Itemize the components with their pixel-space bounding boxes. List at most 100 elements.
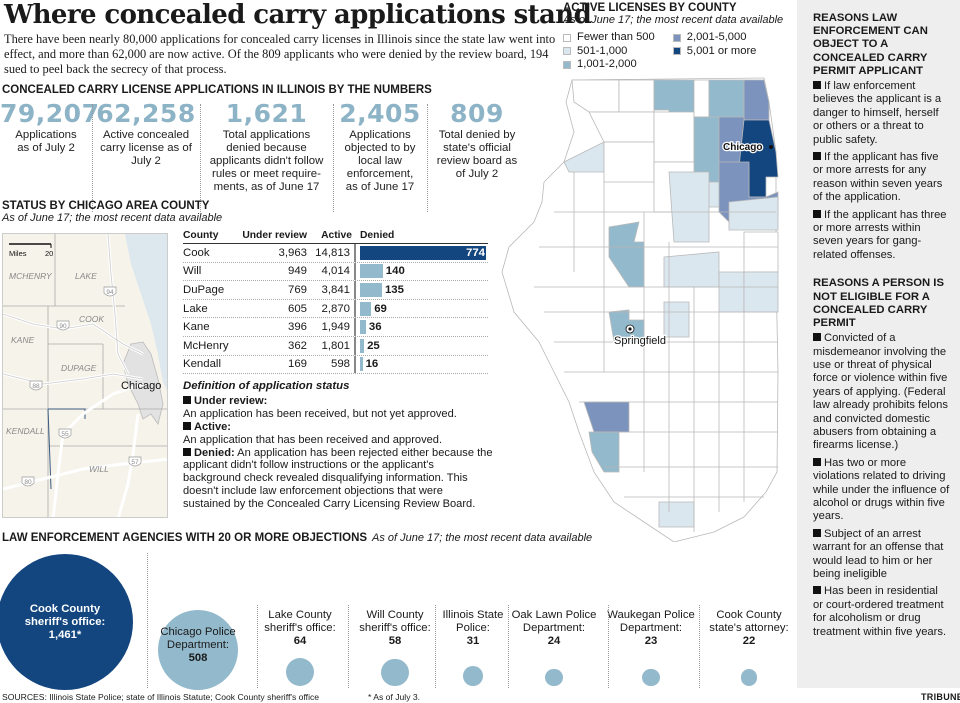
cell-under-review: 769 bbox=[287, 283, 307, 296]
scale-value: 20 bbox=[45, 249, 53, 258]
agency-label: Illinois State Police: 31 bbox=[427, 609, 519, 648]
agency-name: Lake County sheriff's office: bbox=[264, 609, 336, 634]
agency-count: 22 bbox=[742, 635, 756, 647]
legend-item: 5,001 or more bbox=[672, 44, 757, 59]
legend-swatch bbox=[563, 33, 571, 42]
table-row: Kane 396 1,949 36 bbox=[183, 318, 488, 337]
cell-active: 2,870 bbox=[311, 299, 356, 318]
stat-label: Applications objected to by local law en… bbox=[344, 129, 416, 193]
agency-name: Waukegan Police Department: bbox=[607, 609, 695, 634]
agency-label: Waukegan Police Department: 23 bbox=[605, 609, 697, 648]
intro-text: There have been nearly 80,000 applicatio… bbox=[4, 32, 556, 76]
col-county: County bbox=[183, 230, 219, 241]
agency-label: Chicago Police Department: 508 bbox=[152, 626, 244, 665]
sidebar-item: If law enforcement believes the applican… bbox=[813, 80, 942, 146]
agency-name: Cook County sheriff's office: bbox=[24, 603, 106, 628]
denied-value: 25 bbox=[367, 339, 380, 352]
table-body: Cook 3,963 14,813 774 Will 949 4,014 140 DuPage 7… bbox=[183, 244, 488, 375]
denied-bar bbox=[360, 320, 366, 335]
cell-county: Kendall bbox=[183, 358, 221, 371]
agency-bubble bbox=[157, 609, 239, 691]
stat-label: Applications as of July 2 bbox=[15, 129, 77, 154]
cell-denied: 140 bbox=[356, 263, 488, 281]
active-licenses-subtitle: As of June 17; the most recent data avai… bbox=[563, 14, 784, 26]
cell-denied: 774 bbox=[356, 244, 488, 262]
denied-bar bbox=[360, 264, 383, 279]
kendall-will-border bbox=[48, 408, 86, 419]
legend-item: 501-1,000 bbox=[563, 45, 655, 59]
agency-bubble bbox=[642, 668, 660, 686]
denied-value: 135 bbox=[384, 283, 404, 296]
agencies-subtitle: As of June 17; the most recent data avai… bbox=[372, 532, 593, 544]
cell-under-review: 605 bbox=[287, 302, 307, 315]
cell-active: 4,014 bbox=[311, 262, 356, 281]
county-borders bbox=[3, 234, 167, 517]
table-row: Lake 605 2,870 69 bbox=[183, 299, 488, 319]
county-macon bbox=[663, 301, 690, 338]
divider bbox=[257, 605, 258, 688]
divider bbox=[699, 605, 700, 688]
highway-shield-94: 94 bbox=[103, 286, 117, 297]
chicago-marker: Chicago bbox=[722, 141, 773, 154]
denied-bar bbox=[360, 338, 365, 353]
agency-name: Illinois State Police: bbox=[442, 609, 504, 634]
cell-county: Lake bbox=[183, 302, 208, 315]
col-denied: Denied bbox=[360, 230, 395, 241]
legend-swatch bbox=[672, 33, 681, 42]
stat-label: Total applications denied because applic… bbox=[209, 129, 324, 193]
highway-shield-55: 55 bbox=[58, 428, 72, 439]
legend-swatch bbox=[563, 60, 571, 69]
definition-text: An application has been received, but no… bbox=[183, 407, 457, 420]
agency-count: 1,461* bbox=[48, 629, 82, 641]
cell-active: 14,813 bbox=[311, 244, 356, 262]
cell-under-review: 3,963 bbox=[278, 246, 307, 259]
sidebar-item: If the applicant has five or more arrest… bbox=[813, 151, 943, 204]
divider bbox=[147, 553, 148, 688]
table-row: McHenry 362 1,801 25 bbox=[183, 336, 488, 356]
svg-text:90: 90 bbox=[59, 323, 67, 330]
agency-bubble bbox=[463, 666, 483, 686]
chicago-area-map: Miles 20 MCHENRY LAKE COOK KANE DUPAGE K… bbox=[2, 233, 168, 518]
by-numbers-row: 79,207 Applications as of July 2 62,258 … bbox=[0, 100, 540, 218]
legend-label: 1,001-2,000 bbox=[577, 58, 637, 70]
stat-denied-rules: 1,621 Total applications denied because … bbox=[200, 100, 333, 218]
agencies-chart: Cook County sheriff's office: 1,461* Chica… bbox=[0, 553, 789, 691]
stat-objected: 2,405 Applications objected to by local … bbox=[333, 100, 427, 218]
denied-value: 140 bbox=[385, 265, 405, 278]
legend-label: Fewer than 500 bbox=[577, 31, 655, 43]
map-label-dupage: DUPAGE bbox=[61, 363, 97, 373]
legend-item: 2,001-5,000 bbox=[672, 31, 757, 45]
legend-label: 5,001 or more bbox=[686, 44, 757, 57]
agency-label: Lake County sheriff's office: 64 bbox=[254, 609, 346, 648]
sources: SOURCES: Illinois State Police; state of… bbox=[2, 692, 320, 702]
highway-shield-90: 90 bbox=[56, 320, 70, 331]
by-numbers-heading: Concealed carry license applications in … bbox=[2, 84, 432, 96]
denied-bar bbox=[360, 301, 372, 316]
chicago-area-map-svg: Miles 20 MCHENRY LAKE COOK KANE DUPAGE K… bbox=[3, 234, 167, 517]
divider bbox=[608, 605, 609, 688]
stat-active: 62,258 Active concealed carry license as… bbox=[92, 100, 200, 218]
stat-review-board: 809 Total denied by state's official rev… bbox=[427, 100, 527, 218]
lake-michigan bbox=[125, 234, 167, 390]
denied-bar bbox=[360, 357, 363, 372]
map-label-cook: COOK bbox=[79, 314, 104, 324]
stat-value: 62,258 bbox=[96, 99, 196, 128]
svg-text:55: 55 bbox=[61, 431, 69, 438]
cell-denied: 69 bbox=[356, 300, 488, 318]
sidebar-item: Convicted of a misdemeanor involving the… bbox=[813, 332, 948, 452]
cell-county: Will bbox=[183, 265, 202, 278]
denied-value: 69 bbox=[374, 302, 387, 315]
agency-count: 64 bbox=[293, 635, 307, 647]
county-lake bbox=[743, 79, 770, 121]
table-header: County Under review Active Denied bbox=[183, 230, 488, 244]
agency-name: Cook County state's attorney: bbox=[709, 609, 789, 634]
denied-value: 16 bbox=[365, 358, 379, 371]
sidebar-item: If the applicant has three or more arres… bbox=[813, 208, 947, 261]
divider bbox=[508, 605, 509, 688]
definition-text: An application that has been received an… bbox=[183, 433, 443, 446]
col-active: Active bbox=[321, 230, 352, 241]
cell-denied: 16 bbox=[356, 356, 488, 374]
springfield-marker: Springfield bbox=[613, 324, 667, 348]
credit-logo: TRIBUNE bbox=[921, 692, 960, 702]
cell-denied: 135 bbox=[356, 281, 488, 299]
